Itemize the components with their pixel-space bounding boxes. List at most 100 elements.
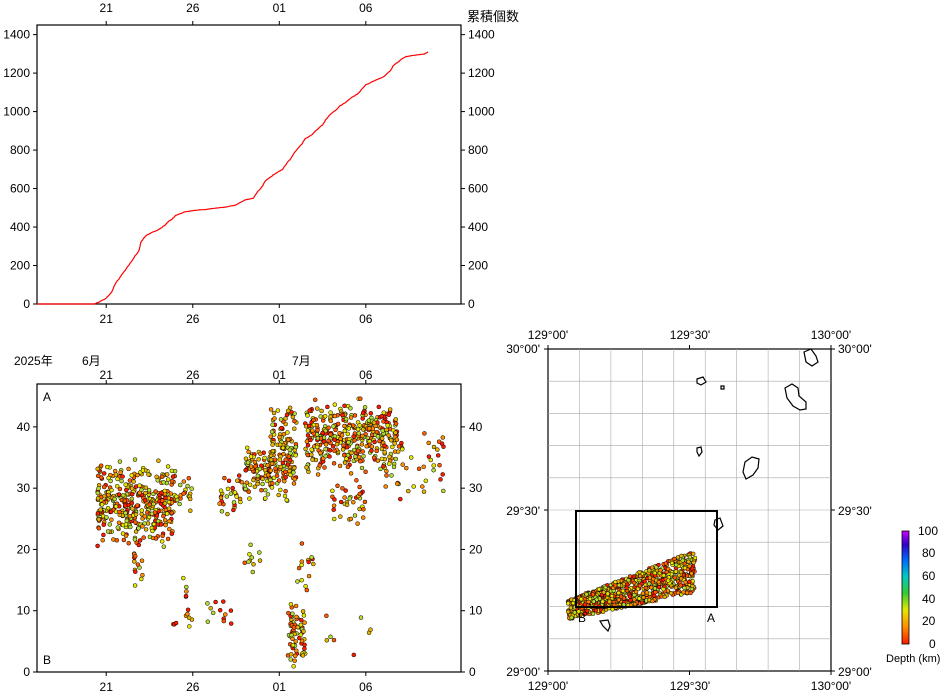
depth-point: [174, 497, 180, 503]
depth-point: [128, 524, 133, 530]
depth-point: [136, 526, 141, 531]
depth-point: [298, 632, 304, 638]
map-epicenter: [647, 581, 652, 586]
cumulative-y-label: 累積個数: [467, 9, 519, 24]
map-epicenter: [591, 611, 596, 616]
lon-bottom-2: 129°30': [670, 679, 710, 693]
depth-point: [325, 404, 330, 410]
depth-point: [293, 453, 298, 458]
map-epicenter: [652, 593, 657, 598]
map-epicenter: [656, 580, 661, 585]
depth-point: [246, 449, 251, 455]
depth-point: [381, 464, 386, 469]
depth-point: [117, 509, 122, 515]
depth-point: [330, 444, 336, 449]
map-epicenter: [641, 595, 646, 600]
depth-point: [257, 558, 263, 563]
depth-point: [392, 441, 397, 446]
depth-point: [390, 444, 395, 450]
depth-point: [167, 526, 172, 532]
depth-point: [262, 467, 268, 473]
depth-point: [393, 456, 399, 462]
map-epicenter: [684, 590, 690, 595]
depth-point: [348, 415, 354, 420]
depth-point: [142, 514, 148, 519]
map-epicenter: [637, 596, 642, 601]
cum-ytick-label-left: 1200: [3, 66, 30, 80]
depth-point: [285, 437, 291, 443]
depth-point: [359, 442, 365, 447]
depth-point: [271, 410, 277, 416]
depth-point: [136, 542, 142, 548]
depth-point: [242, 560, 247, 566]
depth-point: [322, 465, 327, 470]
depth-point: [129, 473, 134, 478]
depth-point: [398, 496, 403, 502]
depth-point: [161, 513, 166, 519]
map-epicenter: [678, 569, 684, 575]
depth-point: [117, 486, 123, 492]
map-epicenter: [565, 601, 571, 606]
depth-point: [340, 486, 345, 491]
map-epicenter: [653, 590, 658, 595]
depth-point: [162, 488, 168, 494]
depth-point: [440, 435, 446, 440]
depth-point: [140, 524, 145, 529]
depth-point: [341, 452, 347, 458]
depth-point: [305, 433, 311, 438]
depth-point: [302, 620, 307, 625]
depth-point: [394, 437, 400, 442]
depth-point: [364, 444, 369, 449]
depth-point: [352, 513, 358, 518]
depth-xtick-label-top: 06: [359, 368, 373, 382]
depth-point: [282, 478, 287, 484]
depth-point: [252, 459, 258, 465]
depth-ytick-label-right: 20: [469, 542, 483, 556]
depth-point: [332, 448, 337, 454]
depth-point: [255, 481, 260, 487]
depth-point: [323, 446, 328, 452]
map-epicenter: [584, 592, 589, 597]
map-epicenter: [634, 589, 639, 594]
map-epicenter: [605, 591, 610, 596]
depth-point: [133, 520, 138, 525]
depth-point: [283, 457, 288, 462]
depth-point: [289, 632, 294, 638]
depth-point: [114, 483, 120, 489]
map-epicenter: [639, 600, 645, 605]
depth-point: [96, 526, 102, 531]
depth-point: [104, 515, 109, 520]
depth-point: [339, 432, 345, 438]
depth-point: [130, 506, 135, 511]
depth-point: [382, 443, 387, 448]
depth-point: [286, 454, 292, 459]
depth-point: [421, 489, 427, 494]
depth-point: [225, 511, 230, 517]
depth-point: [118, 470, 123, 475]
colorbar-tick-20: 20: [922, 614, 936, 628]
depth-point: [380, 428, 385, 433]
colorbar-tick-0: 0: [929, 637, 936, 651]
depth-point: [221, 618, 227, 624]
depth-point: [383, 484, 388, 489]
depth-point: [219, 509, 225, 514]
depth-point: [334, 441, 340, 447]
depth-point: [379, 436, 385, 441]
depth-point: [210, 610, 216, 616]
depth-point: [123, 522, 129, 527]
depth-point: [169, 510, 175, 516]
depth-point: [288, 652, 294, 657]
map-epicenter: [632, 602, 638, 607]
depth-point: [356, 454, 362, 460]
depth-point: [331, 424, 336, 429]
depth-point: [328, 432, 333, 437]
depth-point: [351, 652, 357, 658]
depth-point: [291, 625, 297, 630]
island-north-east: [803, 348, 819, 367]
depth-point: [205, 619, 211, 624]
depth-point: [96, 517, 102, 522]
depth-point: [257, 466, 263, 472]
depth-point: [283, 475, 288, 480]
cum-xtick-label-bottom: 06: [359, 312, 373, 326]
depth-point: [342, 428, 348, 434]
